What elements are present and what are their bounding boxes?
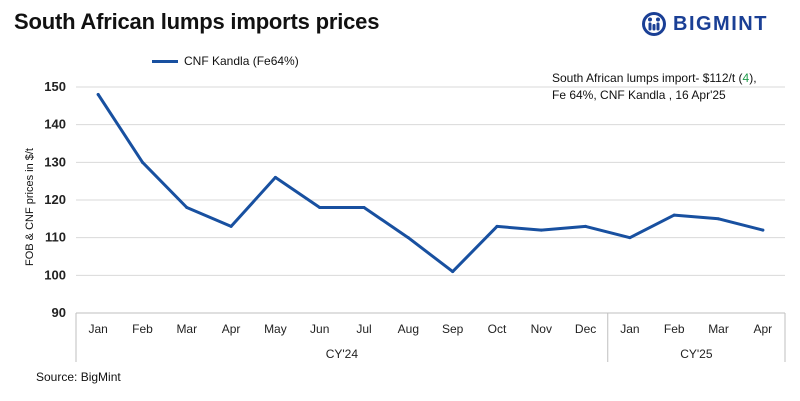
- x-tick-label: Feb: [132, 322, 153, 336]
- x-tick-label: Nov: [531, 322, 552, 336]
- data-point: [495, 224, 499, 228]
- y-tick-label: 150: [44, 79, 66, 94]
- x-tick-label: Sep: [442, 322, 464, 336]
- y-tick-label: 100: [44, 267, 66, 282]
- legend-label: CNF Kandla (Fe64%): [184, 54, 299, 68]
- x-group-label: CY'25: [680, 347, 713, 361]
- x-tick-label: Apr: [754, 322, 773, 336]
- x-tick-label: Dec: [575, 322, 596, 336]
- x-tick-label: Oct: [488, 322, 507, 336]
- data-point: [362, 206, 366, 210]
- y-tick-label: 110: [45, 230, 66, 245]
- x-tick-label: Jan: [88, 322, 107, 336]
- bigmint-logo: BIGMINT: [641, 11, 768, 37]
- x-tick-label: Jun: [310, 322, 329, 336]
- data-point: [584, 224, 588, 228]
- data-point: [628, 236, 632, 240]
- data-point: [672, 213, 676, 217]
- data-point: [406, 236, 410, 240]
- data-point: [539, 228, 543, 232]
- price-annotation: South African lumps import- $112/t (4), …: [552, 70, 757, 104]
- x-tick-label: Apr: [222, 322, 241, 336]
- data-point: [761, 228, 765, 232]
- data-point: [96, 93, 100, 97]
- data-point: [140, 160, 144, 164]
- series-line-0: [96, 93, 765, 274]
- x-tick-label: Mar: [176, 322, 197, 336]
- x-tick-label: Mar: [708, 322, 729, 336]
- data-point: [229, 224, 233, 228]
- annotation-line-1: South African lumps import- $112/t (4),: [552, 70, 757, 87]
- data-point: [185, 206, 189, 210]
- data-point: [318, 206, 322, 210]
- x-tick-label: Aug: [398, 322, 419, 336]
- y-tick-label: 120: [44, 192, 66, 207]
- annotation-change: 4: [742, 71, 750, 85]
- data-point: [717, 217, 721, 221]
- source-note: Source: BigMint: [36, 370, 121, 384]
- data-point: [451, 270, 455, 274]
- x-tick-label: Jan: [620, 322, 639, 336]
- data-point: [273, 175, 277, 179]
- y-tick-label: 140: [44, 117, 66, 132]
- y-tick-label: 90: [52, 305, 66, 320]
- y-tick-label: 130: [44, 154, 66, 169]
- annotation-suffix: ),: [749, 71, 757, 85]
- annotation-line-2: Fe 64%, CNF Kandla , 16 Apr'25: [552, 88, 726, 102]
- chart-title: South African lumps imports prices: [14, 9, 380, 34]
- x-tick-label: May: [264, 322, 287, 336]
- x-tick-label: Jul: [356, 322, 371, 336]
- bigmint-logo-icon: [642, 12, 666, 36]
- x-tick-label: Feb: [664, 322, 685, 336]
- bigmint-logo-text: BIGMINT: [673, 12, 768, 35]
- chart-legend: CNF Kandla (Fe64%): [152, 54, 299, 68]
- annotation-prefix: South African lumps import- $112/t (: [552, 71, 743, 85]
- x-group-label: CY'24: [326, 347, 359, 361]
- legend-swatch: [152, 59, 178, 63]
